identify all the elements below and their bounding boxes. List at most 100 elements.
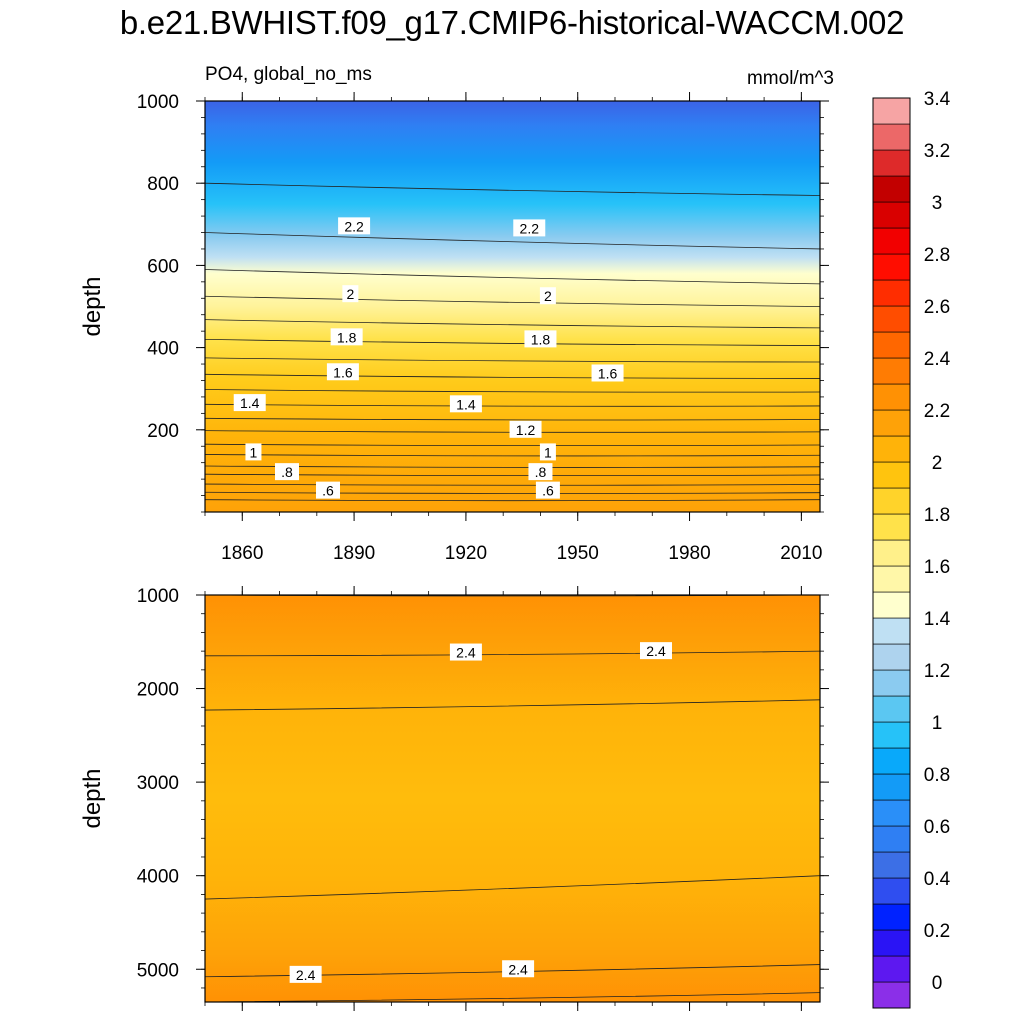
colorbar-swatch xyxy=(872,331,911,359)
contour-label-text: 1 xyxy=(544,444,552,460)
colorbar-swatch xyxy=(872,409,911,437)
colorbar-swatch xyxy=(872,851,911,879)
colorbar-label: 2.8 xyxy=(924,245,950,266)
contour-label-box xyxy=(330,328,363,346)
contour-line xyxy=(204,232,821,250)
colorbar-frame xyxy=(872,97,911,1009)
colorbar-swatch xyxy=(872,747,911,775)
contour-label-box xyxy=(245,443,262,461)
contour-line xyxy=(204,417,821,421)
y-axis-title: depth xyxy=(79,768,106,828)
colorbar-swatch xyxy=(872,305,911,333)
contour-label-text: 2.2 xyxy=(344,218,364,234)
contour-label-box xyxy=(449,643,482,661)
contour-label: 2.4 xyxy=(289,965,322,983)
colorbar-label: 2.2 xyxy=(924,401,950,422)
contour-label: 1.4 xyxy=(449,395,482,413)
contour-line xyxy=(204,499,821,502)
contour-label: 1 xyxy=(539,443,556,461)
colorbar-swatch xyxy=(872,383,911,411)
y-axis-title: depth xyxy=(79,276,106,336)
contour-label-box xyxy=(539,287,556,305)
colorbar-swatch xyxy=(872,123,911,151)
colorbar-label: 0.8 xyxy=(924,765,950,786)
contour-label: 1.4 xyxy=(233,394,266,412)
contour-label-text: 2.4 xyxy=(646,643,666,659)
contour-line xyxy=(204,483,821,486)
contour-label-text: 1.4 xyxy=(456,396,476,412)
colorbar-label: 0.4 xyxy=(924,869,951,890)
colorbar-label: 2 xyxy=(932,453,943,474)
colorbar-swatch xyxy=(872,149,911,177)
contour-label-box xyxy=(289,965,322,983)
colorbar-swatch xyxy=(872,227,911,255)
x-tick-label: 1860 xyxy=(221,543,263,564)
chart-title: b.e21.BWHIST.f09_g17.CMIP6-historical-WA… xyxy=(119,4,905,41)
colorbar-label: 0.2 xyxy=(924,921,950,942)
contour-line xyxy=(204,182,821,196)
contour-label: 2.2 xyxy=(513,219,546,237)
contour-line xyxy=(204,699,821,711)
colorbar-swatch xyxy=(872,799,911,827)
colorbar-label: 3.2 xyxy=(924,141,950,162)
colorbar-label: 0 xyxy=(932,973,943,994)
contour-line xyxy=(204,491,821,494)
contour-line xyxy=(204,338,821,346)
colorbar-swatch xyxy=(872,435,911,463)
contour-label: 2.2 xyxy=(338,217,371,235)
contour-label-text: .6 xyxy=(322,483,334,499)
lower-contour-panel: 2.4 2.4 2.4 2.4 1000 2000 3000 4000 5000 depth xyxy=(79,586,829,1011)
colorbar-swatch xyxy=(872,903,911,931)
y-tick-label: 5000 xyxy=(137,960,179,981)
contour-label-box xyxy=(539,443,556,461)
contour-label: 1.2 xyxy=(509,420,542,438)
colorbar-swatch xyxy=(872,981,911,1009)
contour-label-text: .6 xyxy=(542,483,554,499)
x-tick-label: 1920 xyxy=(445,543,487,564)
y-tick-label: 4000 xyxy=(137,867,179,888)
contour-label: 1.8 xyxy=(524,330,557,348)
contour-label-box xyxy=(338,217,371,235)
contour-label: 2 xyxy=(342,285,359,303)
colorbar-swatch xyxy=(872,695,911,723)
colorbar-label: 1.4 xyxy=(924,609,951,630)
colorbar-swatch xyxy=(872,539,911,567)
contour-line xyxy=(204,269,821,285)
contour-label-box xyxy=(275,463,299,481)
colorbar-label: 3 xyxy=(932,193,943,214)
contour-line xyxy=(204,992,821,1003)
colorbar-swatch xyxy=(872,201,911,229)
contour-label-box xyxy=(233,394,266,412)
colorbar-swatch xyxy=(872,175,911,203)
y-tick-label: 2000 xyxy=(137,680,179,701)
x-tick-label: 1980 xyxy=(668,543,710,564)
y-tick-label: 600 xyxy=(147,256,179,277)
contour-label: 2.4 xyxy=(502,960,535,978)
contour-label-box xyxy=(449,395,482,413)
contour-label-text: 2 xyxy=(346,286,354,302)
contour-label: .6 xyxy=(316,481,340,499)
contour-label-text: 2 xyxy=(544,288,552,304)
contour-label-box xyxy=(502,960,535,978)
colorbar: 0 0.2 0.4 0.6 0.8 1 1.2 1.4 1.6 1.8 2 2.2 2.4 2.6 2.8 3… xyxy=(872,89,951,1009)
x-tick-label: 1950 xyxy=(557,543,599,564)
contour-line xyxy=(204,357,821,363)
contour-label: 1 xyxy=(245,443,262,461)
y-tick-label: 1000 xyxy=(137,92,179,113)
colorbar-label: 1.2 xyxy=(924,661,950,682)
contour-label: .8 xyxy=(528,463,553,481)
colorbar-label: 3.4 xyxy=(924,89,951,110)
colorbar-label: 1.8 xyxy=(924,505,950,526)
contour-label: 1.8 xyxy=(330,328,363,346)
colorbar-swatch xyxy=(872,279,911,307)
contour-label-text: 1.6 xyxy=(598,365,618,381)
y-tick-label: 1000 xyxy=(137,586,179,607)
contour-label-text: .8 xyxy=(281,464,293,480)
contour-fill xyxy=(205,595,820,1002)
colorbar-swatch xyxy=(872,955,911,983)
y-tick-label: 200 xyxy=(147,421,179,442)
colorbar-label: 2.4 xyxy=(924,349,951,370)
contour-label-box xyxy=(316,481,340,499)
colorbar-swatch xyxy=(872,825,911,853)
colorbar-swatch xyxy=(872,669,911,697)
